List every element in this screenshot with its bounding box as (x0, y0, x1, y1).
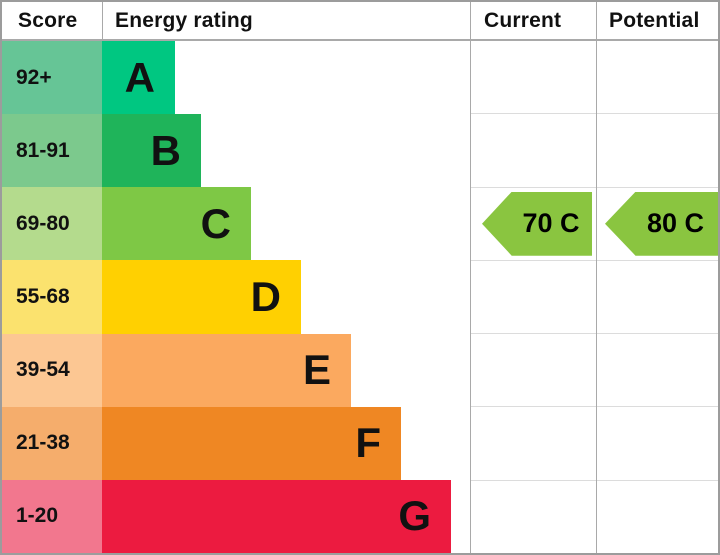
rating-letter-g: G (398, 492, 431, 540)
rating-row-a: 92+ A (2, 41, 470, 115)
current-column: 70 C (470, 41, 596, 553)
score-range-b: 81-91 (2, 114, 102, 188)
rating-bar-d: D (102, 260, 301, 334)
rating-bar-c: C (102, 187, 251, 261)
chart-body: 92+ A 81-91 B 69-80 C 55-68 (2, 41, 718, 553)
rating-bar-a: A (102, 41, 175, 115)
rating-letter-d: D (250, 272, 281, 320)
rating-row-d: 55-68 D (2, 260, 470, 334)
rating-row-c: 69-80 C (2, 187, 470, 261)
current-slot-c: 70 C (471, 188, 596, 261)
potential-slot-g (597, 481, 718, 553)
current-slot-g (471, 481, 596, 553)
rating-bar-b: B (102, 114, 201, 188)
current-slot-d (471, 261, 596, 335)
score-range-a: 92+ (2, 41, 102, 115)
header-energy-rating: Energy rating (102, 2, 470, 39)
score-range-e: 39-54 (2, 333, 102, 407)
rating-letter-a: A (124, 53, 155, 101)
header-score: Score (18, 8, 78, 32)
rating-row-e: 39-54 E (2, 333, 470, 407)
potential-slot-b (597, 114, 718, 188)
header-potential: Potential (596, 2, 718, 39)
header-row: Score Energy rating Current Potential (2, 2, 718, 41)
current-rating-arrow: 70 C (482, 191, 592, 256)
rating-letter-e: E (302, 346, 331, 394)
score-range-d: 55-68 (2, 260, 102, 334)
score-range-c: 69-80 (2, 187, 102, 261)
rating-row-f: 21-38 F (2, 406, 470, 480)
potential-column: 80 C (596, 41, 718, 553)
rating-letter-c: C (200, 199, 231, 247)
potential-slot-c: 80 C (597, 188, 718, 261)
potential-slot-d (597, 261, 718, 335)
rating-bar-f: F (102, 406, 401, 480)
rating-bands: 92+ A 81-91 B 69-80 C 55-68 (2, 41, 470, 553)
potential-slot-a (597, 41, 718, 115)
score-range-f: 21-38 (2, 406, 102, 480)
score-range-g: 1-20 (2, 479, 102, 553)
rating-letter-b: B (150, 126, 181, 174)
potential-rating-arrow: 80 C (605, 191, 718, 256)
current-slot-e (471, 334, 596, 408)
current-slot-f (471, 407, 596, 481)
header-current: Current (470, 2, 596, 39)
rating-bar-e: E (102, 333, 351, 407)
potential-slot-f (597, 407, 718, 481)
current-slot-a (471, 41, 596, 115)
rating-row-b: 81-91 B (2, 114, 470, 188)
rating-letter-f: F (355, 419, 381, 467)
rating-bar-g: G (102, 479, 451, 553)
rating-row-g: 1-20 G (2, 479, 470, 553)
potential-slot-e (597, 334, 718, 408)
current-slot-b (471, 114, 596, 188)
